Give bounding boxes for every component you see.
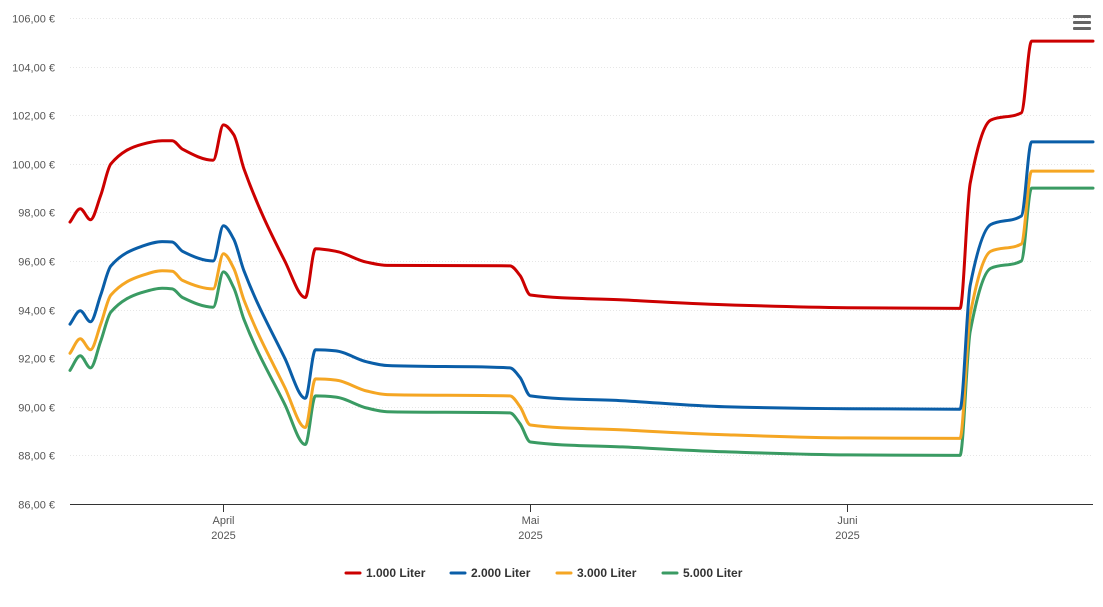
y-tick-label: 88,00 € xyxy=(18,451,55,463)
x-tick-label: April xyxy=(212,515,234,527)
legend-label: 1.000 Liter xyxy=(366,566,426,580)
y-tick-label: 100,00 € xyxy=(12,160,55,172)
series-line-3-000-liter[interactable] xyxy=(68,169,1095,440)
y-tick-label: 96,00 € xyxy=(18,257,55,269)
x-tick-label: Juni xyxy=(837,515,857,527)
x-tick-sublabel: 2025 xyxy=(518,530,542,542)
x-tick-sublabel: 2025 xyxy=(835,530,859,542)
y-tick-label: 106,00 € xyxy=(12,14,55,26)
y-tick-label: 94,00 € xyxy=(18,306,55,318)
grid-lines xyxy=(70,18,1093,456)
y-tick-label: 98,00 € xyxy=(18,208,55,220)
plot-area xyxy=(68,39,1095,457)
legend-label: 3.000 Liter xyxy=(577,566,637,580)
legend-item[interactable]: 1.000 Liter xyxy=(344,566,426,580)
legend-item[interactable]: 3.000 Liter xyxy=(555,566,637,580)
y-tick-label: 102,00 € xyxy=(12,111,55,123)
hamburger-menu-icon[interactable] xyxy=(1070,12,1094,32)
series-line-1-000-liter[interactable] xyxy=(68,39,1095,310)
legend-item[interactable]: 2.000 Liter xyxy=(449,566,531,580)
x-tick-sublabel: 2025 xyxy=(211,530,235,542)
series-line-5-000-liter[interactable] xyxy=(68,186,1095,457)
x-tick-label: Mai xyxy=(522,515,540,527)
legend-label: 5.000 Liter xyxy=(683,566,743,580)
y-tick-label: 86,00 € xyxy=(18,500,55,512)
y-axis: 86,00 € 88,00 € 90,00 € 92,00 € 94,00 € 96,00… xyxy=(12,14,55,512)
y-tick-label: 92,00 € xyxy=(18,354,55,366)
series-line-2-000-liter[interactable] xyxy=(68,140,1095,411)
legend-label: 2.000 Liter xyxy=(471,566,531,580)
x-axis: April 2025 Mai 2025 Juni 2025 xyxy=(70,504,1093,542)
legend-item[interactable]: 5.000 Liter xyxy=(661,566,743,580)
legend: 1.000 Liter 2.000 Liter 3.000 Liter 5.000 L… xyxy=(344,566,743,580)
y-tick-label: 104,00 € xyxy=(12,63,55,75)
y-tick-label: 90,00 € xyxy=(18,403,55,415)
